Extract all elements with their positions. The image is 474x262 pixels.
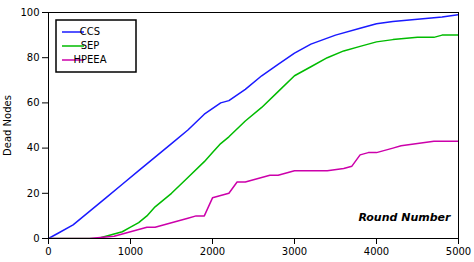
svg-text:4000: 4000 xyxy=(364,246,389,257)
svg-text:0: 0 xyxy=(33,233,39,244)
svg-text:Dead Nodes: Dead Nodes xyxy=(2,95,13,156)
svg-text:2000: 2000 xyxy=(200,246,225,257)
svg-text:100: 100 xyxy=(20,7,39,18)
svg-text:20: 20 xyxy=(27,188,40,199)
svg-text:SEP: SEP xyxy=(81,40,100,51)
svg-text:5000: 5000 xyxy=(446,246,471,257)
svg-text:CCS: CCS xyxy=(80,26,100,37)
svg-text:3000: 3000 xyxy=(282,246,307,257)
svg-text:40: 40 xyxy=(27,142,40,153)
svg-text:80: 80 xyxy=(27,52,40,63)
svg-text:Round Number: Round Number xyxy=(358,211,451,224)
svg-text:HPEEA: HPEEA xyxy=(73,54,106,65)
svg-text:1000: 1000 xyxy=(118,246,143,257)
svg-text:60: 60 xyxy=(27,97,40,108)
svg-text:0: 0 xyxy=(45,246,51,257)
